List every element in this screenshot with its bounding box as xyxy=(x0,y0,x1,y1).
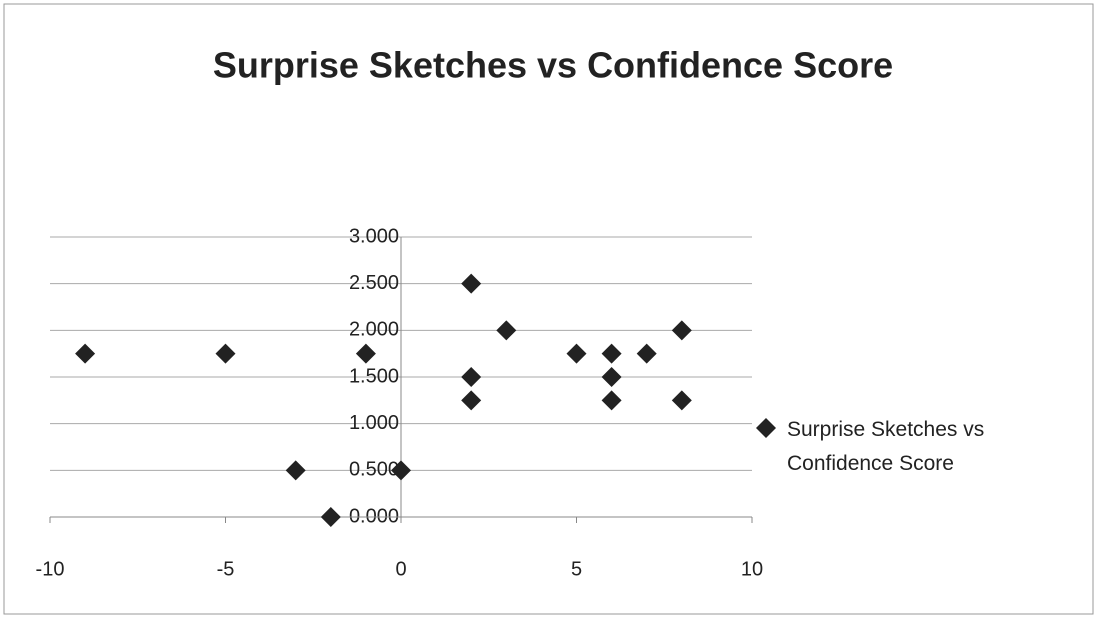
point xyxy=(671,390,692,411)
x-tick-label: 0 xyxy=(395,558,406,580)
chart-border xyxy=(3,3,1094,615)
point xyxy=(320,507,341,527)
point xyxy=(391,460,411,481)
legend-label: Surprise Sketches vs Confidence Score xyxy=(787,418,985,475)
point xyxy=(75,343,96,364)
point xyxy=(496,320,517,341)
y-tick-label: 2.500 xyxy=(349,272,399,294)
point xyxy=(285,460,306,481)
point xyxy=(461,273,482,294)
point xyxy=(566,343,587,364)
y-tick-label: 1.000 xyxy=(349,412,399,434)
legend-marker xyxy=(756,418,776,438)
x-tick-label: 5 xyxy=(571,558,582,580)
point xyxy=(671,320,692,341)
x-tick-label: -10 xyxy=(36,558,65,580)
x-tick-label: 10 xyxy=(741,558,763,580)
point xyxy=(601,343,622,364)
y-tick-label: 3.000 xyxy=(349,225,399,247)
point xyxy=(461,390,482,411)
y-tick-label: 2.000 xyxy=(349,319,399,341)
y-tick-label: 1.500 xyxy=(349,365,399,387)
point xyxy=(215,343,236,364)
x-tick-label: -5 xyxy=(217,558,235,580)
point xyxy=(461,367,482,387)
point xyxy=(601,390,622,411)
y-tick-label: 0.000 xyxy=(349,505,399,527)
y-tick-label: 0.500 xyxy=(349,459,399,481)
point xyxy=(636,343,657,364)
chart-title: Surprise Sketches vs Confidence Score xyxy=(213,45,893,86)
point xyxy=(601,367,622,387)
point xyxy=(355,343,376,364)
